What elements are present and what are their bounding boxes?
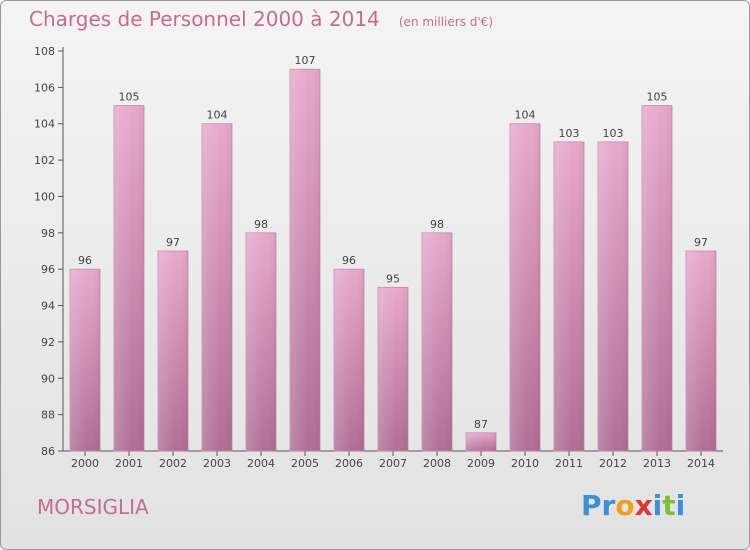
x-tick-label: 2002 — [159, 457, 187, 470]
x-tick-label: 2013 — [643, 457, 671, 470]
y-tick-label: 98 — [41, 227, 55, 240]
x-tick-label: 2010 — [511, 457, 539, 470]
y-tick-label: 86 — [41, 445, 55, 458]
commune-name: MORSIGLIA — [37, 495, 149, 519]
bar-value-label: 97 — [166, 236, 180, 249]
logo-letter: r — [601, 489, 616, 522]
chart-bars — [69, 68, 717, 452]
bar-value-label: 97 — [694, 236, 708, 249]
bar-value-label: 87 — [474, 418, 488, 431]
x-tick-label: 2006 — [335, 457, 363, 470]
logo-letter: t — [662, 489, 676, 522]
y-tick-label: 104 — [34, 118, 55, 131]
x-tick-label: 2005 — [291, 457, 319, 470]
y-tick-label: 88 — [41, 409, 55, 422]
logo-letter: x — [634, 489, 653, 522]
y-tick-label: 106 — [34, 81, 55, 94]
bar-value-label: 103 — [559, 127, 580, 140]
bar-value-label: 96 — [78, 254, 92, 267]
bar-value-label: 98 — [430, 218, 444, 231]
bar-value-label: 95 — [386, 272, 400, 285]
chart-data-labels: 96 105 97 104 98 107 96 95 98 87 104 103 103 105 97 — [78, 54, 708, 431]
y-tick-label: 90 — [41, 372, 55, 385]
bar-value-label: 105 — [119, 91, 140, 104]
bar-shine — [686, 251, 716, 451]
bar-shine — [246, 232, 276, 451]
proxiti-logo: Proxiti — [581, 489, 685, 522]
bar-value-label: 107 — [295, 54, 316, 67]
logo-letter: i — [652, 489, 663, 522]
bar-shine — [290, 69, 320, 451]
x-tick-label: 2001 — [115, 457, 143, 470]
bar-shine — [334, 269, 364, 451]
bar-shine — [202, 123, 232, 452]
logo-letter: P — [581, 489, 602, 522]
bar-shine — [598, 141, 628, 451]
bar-shine — [158, 251, 188, 451]
x-tick-label: 2009 — [467, 457, 495, 470]
x-tick-label: 2007 — [379, 457, 407, 470]
x-tick-label: 2008 — [423, 457, 451, 470]
x-tick-label: 2000 — [71, 457, 99, 470]
bar-value-label: 98 — [254, 218, 268, 231]
bar-shine — [422, 232, 452, 451]
y-tick-label: 102 — [34, 154, 55, 167]
bar-shine — [510, 123, 540, 452]
chart-axes: 86 88 90 92 94 96 98 100 102 104 106 108 2000 2001 200… — [34, 45, 723, 470]
chart-header: Charges de Personnel 2000 à 2014 (en mil… — [29, 7, 493, 31]
bar-value-label: 104 — [207, 109, 228, 122]
bar-value-label: 96 — [342, 254, 356, 267]
chart-title: Charges de Personnel 2000 à 2014 — [29, 7, 380, 31]
bar-shine — [114, 105, 144, 451]
x-tick-label: 2011 — [555, 457, 583, 470]
y-tick-label: 96 — [41, 263, 55, 276]
bar-shine — [70, 269, 100, 451]
bar-shine — [554, 141, 584, 451]
bar-value-label: 105 — [647, 91, 668, 104]
logo-letter: i — [675, 489, 686, 522]
x-tick-label: 2004 — [247, 457, 275, 470]
chart-subtitle: (en milliers d'€) — [398, 15, 493, 29]
y-tick-label: 108 — [34, 45, 55, 58]
bar-value-label: 103 — [603, 127, 624, 140]
logo-letter: o — [615, 489, 635, 522]
x-tick-label: 2003 — [203, 457, 231, 470]
y-tick-label: 92 — [41, 336, 55, 349]
bar-shine — [642, 105, 672, 451]
bar-shine — [378, 287, 408, 451]
y-tick-label: 94 — [41, 300, 55, 313]
y-tick-label: 100 — [34, 190, 55, 203]
bar-value-label: 104 — [515, 109, 536, 122]
x-tick-label: 2014 — [687, 457, 715, 470]
bar-shine — [466, 432, 496, 451]
x-tick-label: 2012 — [599, 457, 627, 470]
